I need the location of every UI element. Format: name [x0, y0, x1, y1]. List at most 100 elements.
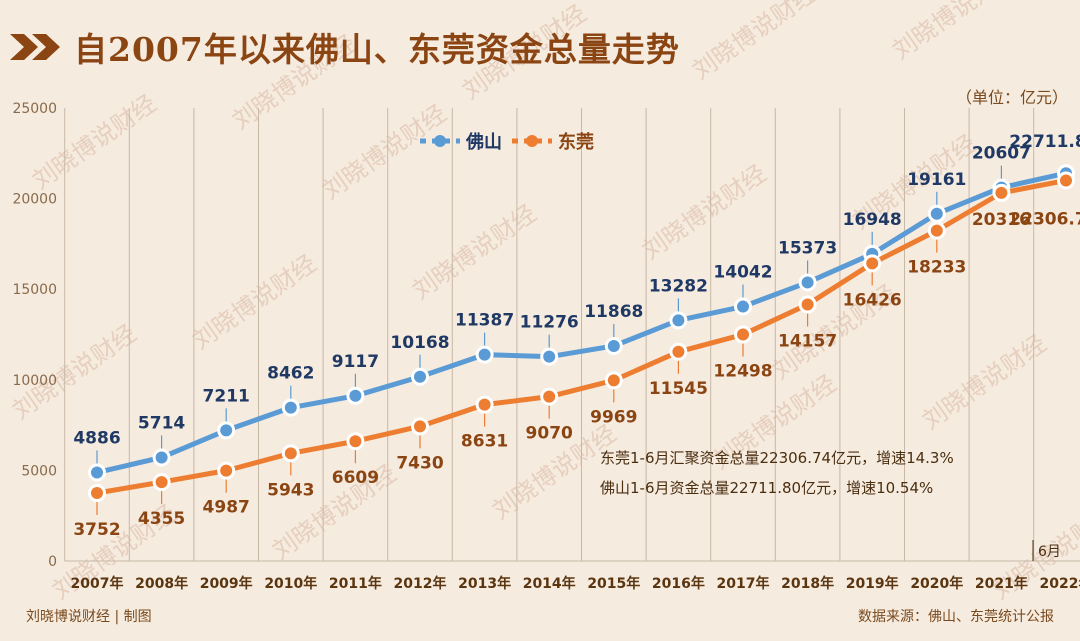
legend-marker: [526, 135, 538, 147]
double-chevron-icon: [10, 34, 60, 60]
data-label: 9969: [590, 407, 637, 427]
legend-label: 佛山: [465, 131, 502, 153]
data-point: [475, 395, 494, 414]
data-point: [475, 345, 494, 364]
data-point: [604, 371, 623, 390]
data-point: [217, 421, 236, 440]
data-label: 18233: [907, 258, 966, 278]
axis-layer: 0 5000 10000 15000 20000 25000 2007年 2008年 2009年…: [12, 88, 1080, 592]
annotation-text: 东莞1-6月汇聚资金总量22306.74亿元，增速14.3%: [600, 449, 954, 467]
data-point: [281, 398, 300, 417]
data-label: 4886: [73, 428, 120, 448]
data-point: [1057, 171, 1075, 190]
x-tick-label: 2017年: [717, 575, 770, 592]
data-point: [540, 387, 559, 406]
footer-source: 数据来源：佛山、东莞统计公报: [858, 609, 1054, 625]
data-label: 3752: [73, 520, 120, 540]
data-point: [669, 311, 688, 330]
x-tick-label: 2012年: [394, 575, 447, 592]
data-label: 5714: [138, 413, 185, 433]
data-point: [346, 432, 365, 451]
data-label: 20607: [972, 144, 1031, 164]
data-label: 10168: [390, 333, 449, 353]
data-label: 11276: [520, 313, 579, 333]
data-point: [734, 297, 752, 316]
grid-layer: [64, 108, 1035, 561]
data-label: 22711.8: [1009, 132, 1080, 152]
data-label: 19161: [907, 170, 966, 190]
x-tick-label: 2013年: [458, 575, 511, 592]
legend-label: 东莞: [558, 131, 594, 153]
y-tick-label: 20000: [12, 192, 57, 208]
watermark-text: 刘晓博说财经: [187, 249, 321, 355]
data-point: [88, 463, 106, 482]
x-tick-label: 2009年: [200, 575, 253, 592]
x-tick-label: 2015年: [587, 575, 640, 592]
watermark-text: 刘晓博说财经: [917, 329, 1051, 435]
x-tick-label: 2011年: [329, 575, 382, 592]
watermark-text: 刘晓博说财经: [317, 99, 451, 205]
data-label: 4987: [203, 498, 250, 518]
series-layer: [88, 164, 1075, 516]
x-tick-label: 2019年: [846, 575, 899, 592]
y-tick-label: 0: [48, 554, 57, 570]
data-label: 7211: [203, 386, 250, 406]
legend-marker: [434, 135, 446, 147]
x-tick-label: 2010年: [264, 575, 317, 592]
data-label: 16948: [843, 210, 902, 230]
title-area: 自2007年以来佛山、东莞资金总量走势: [8, 22, 680, 72]
data-label: 22306.7: [1009, 209, 1080, 229]
data-label: 6609: [332, 468, 379, 488]
data-label: 7430: [396, 453, 443, 473]
data-point: [411, 367, 429, 386]
chart-title: 自2007年以来佛山、东莞资金总量走势: [74, 30, 680, 69]
series-line-foshan: [94, 170, 1069, 475]
series-line-dongguan: [94, 177, 1069, 496]
data-point: [863, 254, 882, 273]
footer-credit: 刘晓博说财经 | 制图: [26, 609, 152, 625]
data-point: [217, 461, 236, 480]
data-point: [798, 295, 817, 314]
data-label: 9070: [526, 424, 573, 444]
data-label: 5943: [267, 480, 314, 500]
data-point: [798, 273, 817, 292]
data-point: [540, 347, 559, 366]
data-label: 12498: [713, 362, 772, 382]
x-tick-label: 2021年: [975, 575, 1028, 592]
data-label: 9117: [332, 352, 379, 372]
data-label: 14157: [778, 331, 837, 351]
x-tick-label: 2020年: [910, 575, 963, 592]
watermark-text: 刘晓博说财经: [637, 159, 771, 265]
data-label: 11868: [584, 302, 643, 322]
data-point: [927, 221, 946, 240]
data-point: [346, 386, 365, 405]
data-label: 14042: [713, 263, 772, 283]
month-note: 6月: [1038, 544, 1061, 560]
x-tick-label: 2016年: [652, 575, 705, 592]
data-label: 13282: [649, 276, 708, 296]
x-tick-label: 2008年: [135, 575, 188, 592]
x-tick-label: 2007年: [71, 575, 124, 592]
data-point: [88, 484, 106, 503]
data-point: [281, 444, 300, 463]
data-point: [152, 473, 171, 492]
data-point: [411, 417, 429, 436]
data-label: 11387: [455, 311, 514, 331]
y-tick-label: 15000: [12, 282, 57, 298]
data-point: [992, 183, 1011, 202]
watermark-text: 刘晓博说财经: [887, 0, 1021, 65]
y-tick-label: 5000: [21, 463, 57, 479]
watermark-text: 刘晓博说财经: [687, 0, 821, 85]
data-point: [669, 342, 688, 361]
x-tick-label: 2014年: [523, 575, 576, 592]
data-label: 8631: [461, 432, 508, 452]
data-point: [927, 204, 946, 223]
y-tick-label: 10000: [12, 373, 57, 389]
label-layer: 4886 5714 7211 8462 9117 10168 11387 1127611868…: [73, 131, 1080, 561]
data-point: [152, 448, 171, 467]
annotation-text: 佛山1-6月资金总量22711.80亿元，增速10.54%: [600, 479, 933, 497]
data-label: 16426: [843, 290, 902, 310]
data-point: [734, 325, 752, 344]
